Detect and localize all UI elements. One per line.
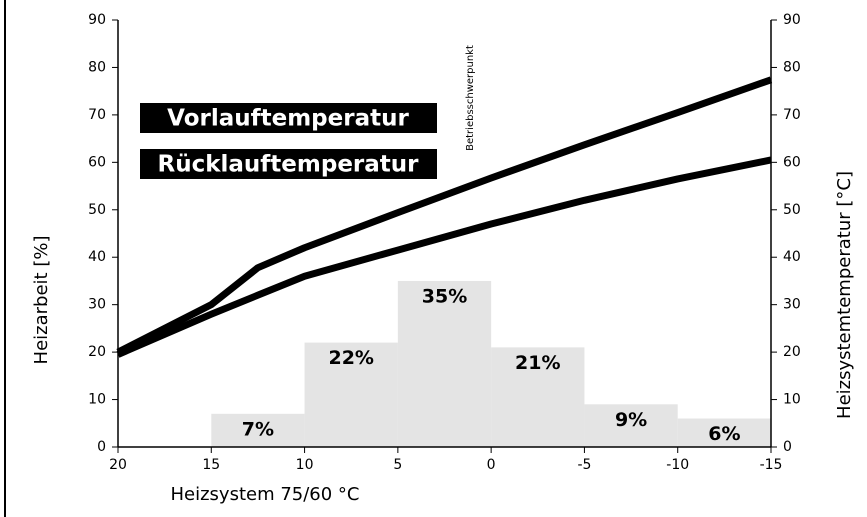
y-tick-label: 40 bbox=[88, 249, 106, 265]
y-tick-label: 10 bbox=[88, 392, 106, 408]
bar bbox=[397, 280, 492, 447]
y2-tick-label: 90 bbox=[783, 12, 801, 28]
y2-tick-label: 10 bbox=[783, 392, 801, 408]
bar bbox=[211, 413, 305, 447]
x-tick-label: 5 bbox=[393, 457, 402, 473]
y-tick-label: 30 bbox=[88, 297, 106, 313]
y-tick-label: 60 bbox=[88, 154, 106, 170]
bar-label: 9% bbox=[615, 409, 647, 431]
x-tick-label: 0 bbox=[487, 457, 496, 473]
bar-label: 22% bbox=[328, 347, 373, 369]
legend-label: Rücklauftemperatur bbox=[158, 152, 420, 178]
bar-label: 35% bbox=[422, 285, 467, 307]
x-tick-label: 10 bbox=[296, 457, 314, 473]
bar-label: 21% bbox=[515, 352, 560, 374]
annotation: Betriebsschwerpunkt bbox=[465, 45, 476, 151]
x-tick-label: 20 bbox=[109, 457, 127, 473]
y-tick-label: 20 bbox=[88, 344, 106, 360]
y2-tick-label: 30 bbox=[783, 297, 801, 313]
legend-box bbox=[140, 103, 437, 133]
x-axis-label: Heizsystem 75/60 °C bbox=[170, 484, 359, 505]
y2-tick-label: 70 bbox=[783, 107, 801, 123]
y2-tick-label: 0 bbox=[783, 439, 792, 455]
x-tick-label: 15 bbox=[202, 457, 220, 473]
y-tick-label: 90 bbox=[88, 12, 106, 28]
bar bbox=[584, 404, 678, 447]
line bbox=[116, 156, 772, 358]
x-tick-label: -15 bbox=[760, 457, 783, 473]
x-tick-label: -5 bbox=[577, 457, 591, 473]
x-tick-label: -10 bbox=[666, 457, 689, 473]
y-tick-label: 80 bbox=[88, 59, 106, 75]
y-axis-label: Heizarbeit [%] bbox=[31, 236, 52, 365]
legend-box bbox=[140, 149, 437, 179]
y-tick-label: 70 bbox=[88, 107, 106, 123]
y2-tick-label: 40 bbox=[783, 249, 801, 265]
y2-tick-label: 50 bbox=[783, 202, 801, 218]
line bbox=[116, 76, 773, 356]
bar bbox=[491, 347, 585, 447]
y2-tick-label: 80 bbox=[783, 59, 801, 75]
y2-axis-label: Heizsystemtemperatur [°C] bbox=[834, 171, 855, 419]
bar bbox=[677, 418, 771, 447]
y2-tick-label: 60 bbox=[783, 154, 801, 170]
y-tick-label: 0 bbox=[97, 439, 106, 455]
legend-label: Vorlauftemperatur bbox=[167, 106, 409, 132]
y2-tick-label: 20 bbox=[783, 344, 801, 360]
bar-label: 6% bbox=[708, 423, 740, 445]
y-tick-label: 50 bbox=[88, 202, 106, 218]
bar bbox=[304, 342, 398, 447]
bar-label: 7% bbox=[242, 418, 274, 440]
